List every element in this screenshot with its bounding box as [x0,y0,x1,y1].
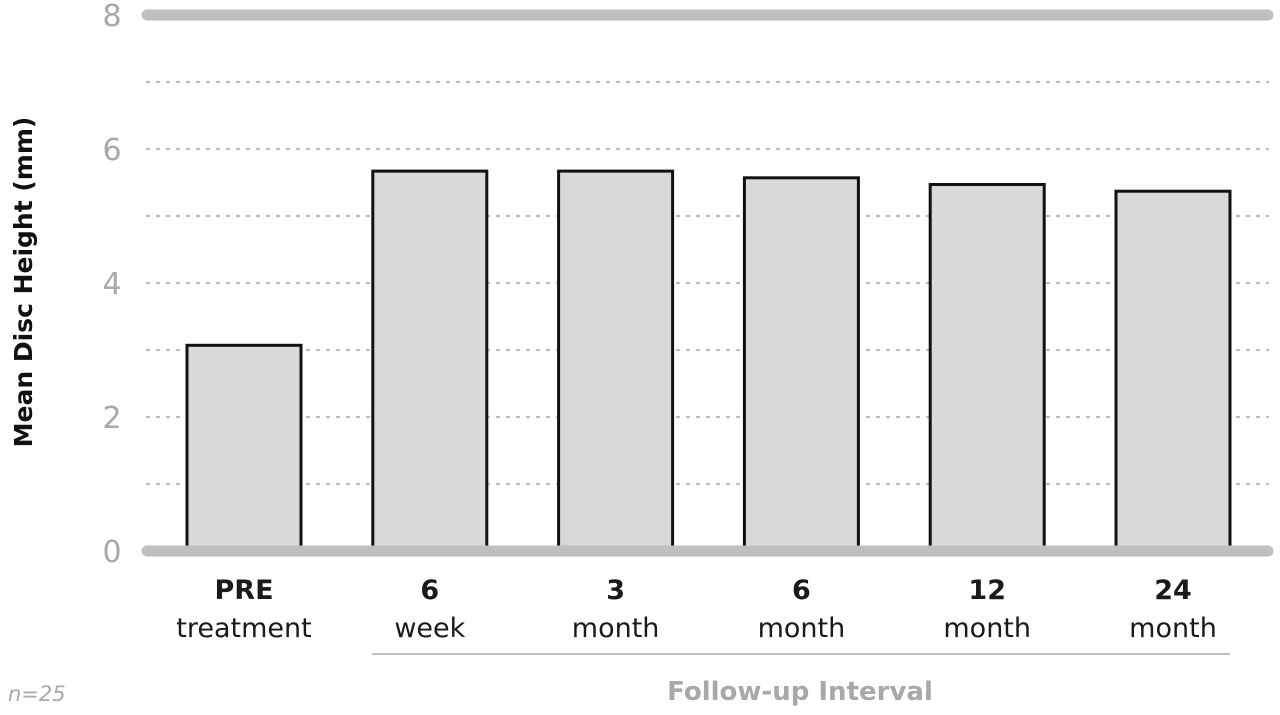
y-tick-label: 0 [102,535,121,570]
x-tick-label-top: PRE [214,575,273,606]
y-tick-label: 4 [102,267,121,302]
x-tick-label-top: 3 [606,575,625,606]
bar [928,183,1046,553]
x-tick-label-top: 6 [420,575,439,606]
x-tick-label-bottom: month [572,613,660,644]
x-tick-label-bottom: week [394,613,465,644]
bar [557,169,675,553]
y-tick-label: 8 [102,0,121,34]
x-tick-label-bottom: month [943,613,1031,644]
group-label: Follow-up Interval [667,677,933,707]
y-tick-labels: 0 2 4 6 8 [102,0,121,570]
grid-lines [145,80,1270,486]
y-tick-label: 6 [102,133,121,168]
bars [185,169,1232,553]
x-tick-label-top: 6 [792,575,811,606]
y-axis-label: Mean Disc Height (mm) [9,117,38,448]
axes [141,9,1274,557]
x-tick-label-bottom: treatment [176,613,311,644]
sample-size-note: n=25 [8,682,66,706]
bar [185,343,303,553]
bar [371,169,489,553]
x-category-labels: PRE treatment 6 week 3 month 6 month 12 month 24 mo… [176,575,1217,644]
bar [742,176,860,553]
bar [1114,189,1232,553]
x-tick-label-bottom: month [758,613,846,644]
x-tick-label-bottom: month [1129,613,1217,644]
x-tick-label-top: 12 [968,575,1006,606]
x-tick-label-top: 24 [1154,575,1192,606]
y-tick-label: 2 [102,401,121,436]
